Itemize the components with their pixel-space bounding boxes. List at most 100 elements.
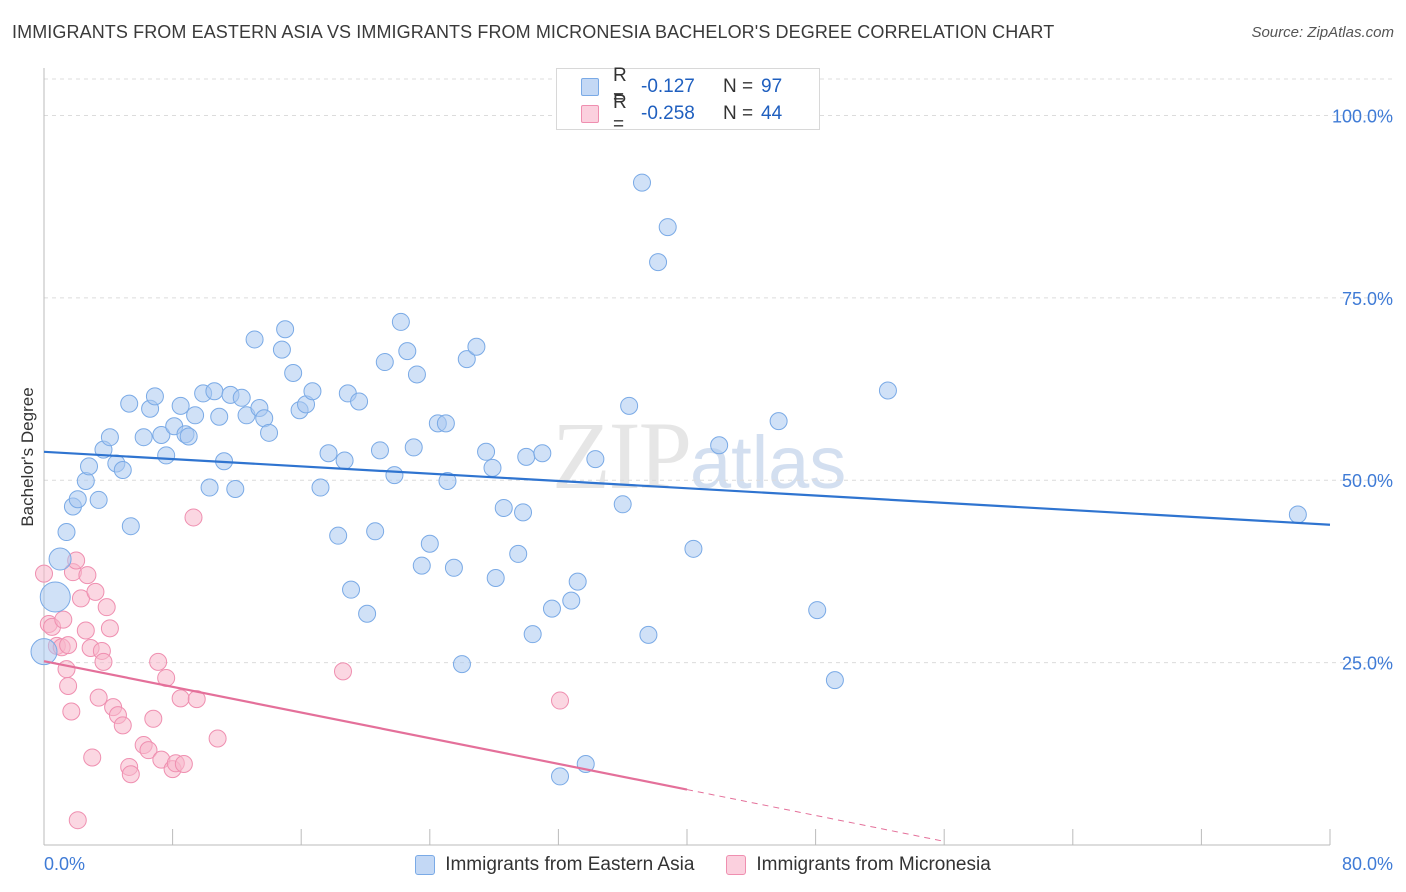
eastern-asia-point <box>350 392 369 411</box>
eastern-asia-point <box>523 625 542 644</box>
eastern-asia-point <box>436 414 455 433</box>
micronesia-point <box>68 811 87 830</box>
eastern-asia-point <box>649 253 668 272</box>
y-axis-label: Bachelor's Degree <box>18 387 37 527</box>
eastern-asia-point <box>329 526 348 545</box>
legend-n-value: 97 <box>761 76 783 97</box>
eastern-asia-point <box>226 479 245 498</box>
eastern-asia-point <box>477 442 496 461</box>
eastern-asia-point <box>878 381 897 400</box>
eastern-asia-point <box>152 426 171 445</box>
eastern-asia-point <box>200 478 219 497</box>
series-legend: Immigrants from Eastern Asia Immigrants … <box>0 852 1406 878</box>
micronesia-point <box>62 702 81 721</box>
watermark: ZIPatlas <box>552 400 846 511</box>
eastern-asia-point <box>825 671 844 690</box>
micronesia-point <box>78 566 97 585</box>
eastern-asia-point <box>444 558 463 577</box>
eastern-asia-point <box>319 444 338 463</box>
eastern-asia-point <box>89 490 108 509</box>
eastern-asia-point <box>457 350 476 369</box>
micronesia-point <box>144 709 163 728</box>
micronesia-point <box>97 598 116 617</box>
micronesia-point <box>54 610 73 629</box>
eastern-asia-point <box>509 544 528 563</box>
eastern-asia-point <box>157 446 176 465</box>
eastern-asia-point <box>80 457 99 476</box>
eastern-asia-point <box>438 471 457 490</box>
eastern-asia-point <box>407 365 426 384</box>
micronesia-point <box>83 748 102 767</box>
eastern-asia-point <box>533 444 552 463</box>
legend-r-label: R = <box>613 65 627 108</box>
micronesia-point <box>59 636 78 655</box>
eastern-asia-point <box>404 438 423 457</box>
eastern-asia-point <box>303 382 322 401</box>
eastern-asia-point <box>342 580 361 599</box>
legend-row-eastern-asia: R = -0.127 N = 97 <box>581 65 783 108</box>
eastern-asia-point <box>232 388 251 407</box>
micronesia-point <box>139 741 158 760</box>
eastern-asia-point <box>562 591 581 610</box>
correlation-legend: R = -0.127 N = 97 R = -0.258 N = 44 <box>556 65 820 135</box>
legend-row-micronesia: R = -0.258 N = 44 <box>581 92 782 135</box>
eastern-asia-point <box>658 218 677 237</box>
micronesia-point <box>35 564 53 583</box>
legend-swatch-blue <box>581 78 599 96</box>
eastern-asia-point <box>586 450 605 469</box>
eastern-asia-point <box>542 599 561 618</box>
eastern-asia-point <box>120 394 139 413</box>
eastern-asia-point <box>391 312 410 331</box>
eastern-asia-point <box>358 604 377 623</box>
micronesia-point <box>86 582 105 601</box>
legend-n-label: N = <box>723 103 754 124</box>
eastern-asia-point <box>808 601 827 620</box>
eastern-asia-point <box>483 458 502 477</box>
micronesia-point <box>113 716 132 735</box>
y-tick-label: 75.0% <box>1342 289 1393 309</box>
y-tick-label: 50.0% <box>1342 471 1393 491</box>
micronesia-point <box>208 729 227 748</box>
eastern-asia-point <box>121 517 140 536</box>
eastern-asia-point <box>613 495 632 514</box>
legend-item-micronesia[interactable]: Immigrants from Micronesia <box>726 854 991 876</box>
micronesia-point <box>171 689 190 708</box>
micronesia-point <box>551 691 570 710</box>
eastern-asia-trendline <box>43 450 1331 526</box>
eastern-asia-point <box>186 406 205 425</box>
eastern-asia-point <box>467 337 486 356</box>
micronesia-point <box>333 662 352 681</box>
eastern-asia-point <box>412 556 431 575</box>
eastern-asia-point <box>245 330 264 349</box>
eastern-asia-point <box>39 581 71 613</box>
eastern-asia-point <box>620 396 639 415</box>
eastern-asia-point <box>452 655 471 674</box>
eastern-asia-point <box>710 436 729 455</box>
eastern-asia-point <box>639 625 658 644</box>
eastern-asia-point <box>145 387 164 406</box>
eastern-asia-point <box>76 471 95 490</box>
eastern-asia-point <box>385 466 404 485</box>
eastern-asia-point <box>370 441 389 460</box>
watermark-zip: ZIP <box>552 402 692 509</box>
eastern-asia-point <box>769 412 788 431</box>
legend-r-value: -0.127 <box>641 76 695 97</box>
eastern-asia-point <box>171 396 190 415</box>
legend-item-eastern-asia[interactable]: Immigrants from Eastern Asia <box>415 854 694 876</box>
eastern-asia-point <box>100 428 119 447</box>
legend-item-label: Immigrants from Eastern Asia <box>445 854 695 875</box>
legend-n-label: N = <box>723 76 754 97</box>
eastern-asia-point <box>517 447 536 466</box>
eastern-asia-point <box>57 523 76 542</box>
legend-r-label: R = <box>613 92 627 135</box>
micronesia-point <box>89 688 108 707</box>
micronesia-point <box>184 508 203 527</box>
eastern-asia-point <box>210 407 229 426</box>
micronesia-point <box>94 652 113 671</box>
micronesia-trendline <box>43 660 688 791</box>
micronesia-point <box>76 621 95 640</box>
eastern-asia-point <box>284 363 303 382</box>
eastern-asia-point <box>179 427 198 446</box>
eastern-asia-point <box>48 547 72 571</box>
